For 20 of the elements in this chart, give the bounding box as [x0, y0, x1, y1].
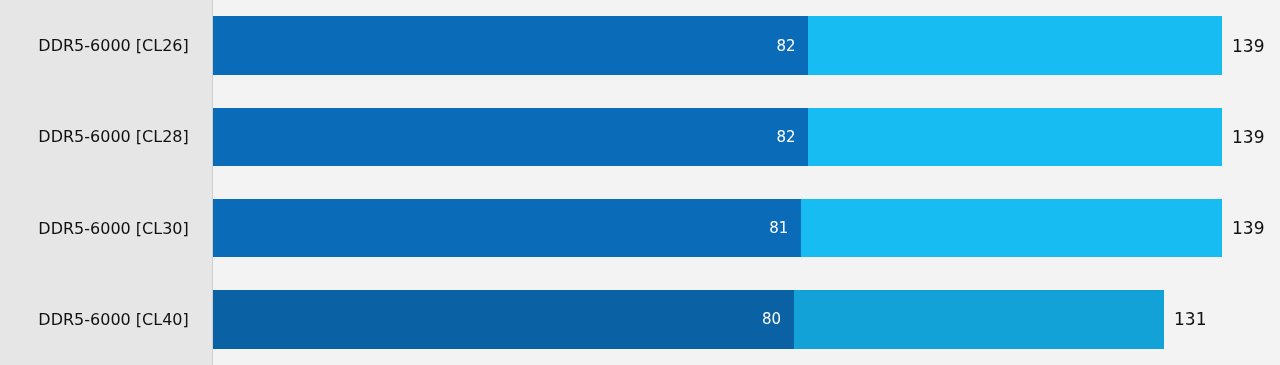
bar: [213, 16, 809, 75]
y-tick-label: DDR5-6000 [CL28]: [38, 127, 189, 147]
bar: [800, 198, 1222, 258]
data-label: 81: [769, 219, 798, 238]
data-label: 82: [776, 36, 806, 55]
total-label: 139: [1232, 36, 1265, 56]
total-label: 139: [1232, 218, 1265, 238]
bar: [808, 107, 1222, 167]
total-label: 139: [1232, 127, 1265, 147]
bar: [213, 198, 801, 258]
bar: [793, 290, 1164, 349]
y-tick-label: DDR5-6000 [CL40]: [38, 309, 189, 329]
total-label: 131: [1174, 309, 1207, 329]
bar: [808, 16, 1222, 75]
bar: [213, 107, 809, 167]
data-label: 82: [776, 127, 806, 146]
data-label: 80: [762, 310, 791, 329]
y-tick-label: DDR5-6000 [CL26]: [38, 36, 189, 56]
bar: [213, 290, 794, 349]
y-tick-label: DDR5-6000 [CL30]: [38, 218, 189, 238]
